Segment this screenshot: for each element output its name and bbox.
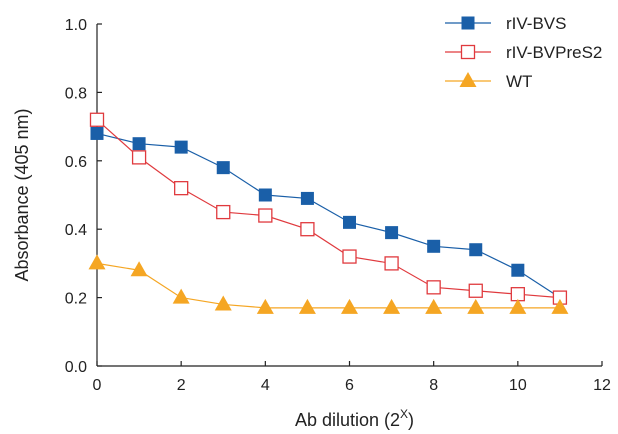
y-tick-label: 1.0 bbox=[65, 17, 87, 34]
data-point bbox=[174, 181, 189, 196]
legend-marker bbox=[461, 16, 475, 30]
data-point bbox=[300, 222, 315, 237]
series-layer bbox=[88, 112, 569, 314]
x-tick-label: 2 bbox=[177, 377, 186, 394]
data-point bbox=[216, 204, 231, 220]
data-point bbox=[300, 191, 314, 205]
x-ticks: 0 2 4 6 8 10 12 bbox=[93, 361, 611, 394]
y-tick-label: 0.4 bbox=[65, 222, 87, 239]
x-axis-title-main: Ab dilution (2 bbox=[295, 410, 400, 430]
data-point bbox=[427, 239, 441, 253]
x-tick-label: 12 bbox=[593, 377, 611, 394]
y-axis-title: Absorbance (405 nm) bbox=[12, 108, 32, 281]
data-point bbox=[425, 298, 443, 314]
data-point bbox=[174, 140, 188, 154]
data-point bbox=[258, 208, 273, 223]
data-point bbox=[256, 298, 274, 314]
data-point bbox=[343, 215, 356, 229]
data-point bbox=[383, 298, 401, 314]
legend-item-2: WT bbox=[445, 72, 532, 91]
y-tick-label: 0.2 bbox=[65, 291, 87, 308]
data-point bbox=[131, 150, 147, 165]
data-point bbox=[90, 126, 104, 140]
data-point bbox=[172, 288, 190, 304]
series-2 bbox=[88, 254, 569, 314]
x-tick-label: 8 bbox=[429, 377, 438, 394]
data-point bbox=[258, 188, 272, 202]
series-0 bbox=[90, 126, 567, 305]
x-tick-label: 0 bbox=[93, 377, 102, 394]
data-point bbox=[385, 226, 399, 240]
data-point bbox=[384, 256, 399, 271]
data-point bbox=[469, 243, 483, 257]
legend-label: rIV-BVPreS2 bbox=[506, 43, 602, 62]
data-point bbox=[216, 161, 230, 175]
x-tick-label: 10 bbox=[509, 377, 527, 394]
data-point bbox=[509, 298, 527, 314]
data-point bbox=[89, 112, 105, 127]
legend-label: WT bbox=[506, 72, 532, 91]
legend: rIV-BVS rIV-BVPreS2 WT bbox=[445, 14, 602, 91]
y-ticks: 0.0 0.2 0.4 0.6 0.8 1.0 bbox=[65, 17, 102, 376]
legend-marker bbox=[460, 44, 476, 60]
data-point bbox=[468, 283, 483, 298]
series-line bbox=[96, 132, 561, 299]
x-axis-title-suffix: ) bbox=[408, 410, 414, 430]
data-point bbox=[467, 298, 485, 314]
series-1 bbox=[89, 112, 568, 305]
x-tick-label: 4 bbox=[261, 377, 270, 394]
legend-marker bbox=[459, 72, 477, 87]
data-point bbox=[426, 280, 441, 295]
data-point bbox=[341, 298, 358, 314]
data-point bbox=[298, 298, 316, 314]
y-tick-label: 0.8 bbox=[65, 85, 87, 102]
data-point bbox=[342, 249, 357, 264]
data-point bbox=[510, 287, 525, 302]
legend-item-0: rIV-BVS bbox=[445, 14, 566, 33]
data-point bbox=[214, 295, 232, 311]
data-point bbox=[511, 263, 525, 277]
y-tick-label: 0.0 bbox=[65, 359, 87, 376]
legend-label: rIV-BVS bbox=[506, 14, 566, 33]
y-tick-label: 0.6 bbox=[65, 154, 87, 171]
legend-item-1: rIV-BVPreS2 bbox=[445, 43, 602, 62]
x-axis-title-superscript: X bbox=[400, 407, 408, 421]
data-point bbox=[132, 137, 146, 151]
data-point bbox=[551, 298, 569, 314]
x-axis-title: Ab dilution (2X) bbox=[295, 407, 414, 430]
series-line bbox=[96, 262, 560, 309]
data-point bbox=[130, 261, 148, 277]
x-tick-label: 6 bbox=[345, 377, 354, 394]
data-point bbox=[88, 254, 106, 270]
